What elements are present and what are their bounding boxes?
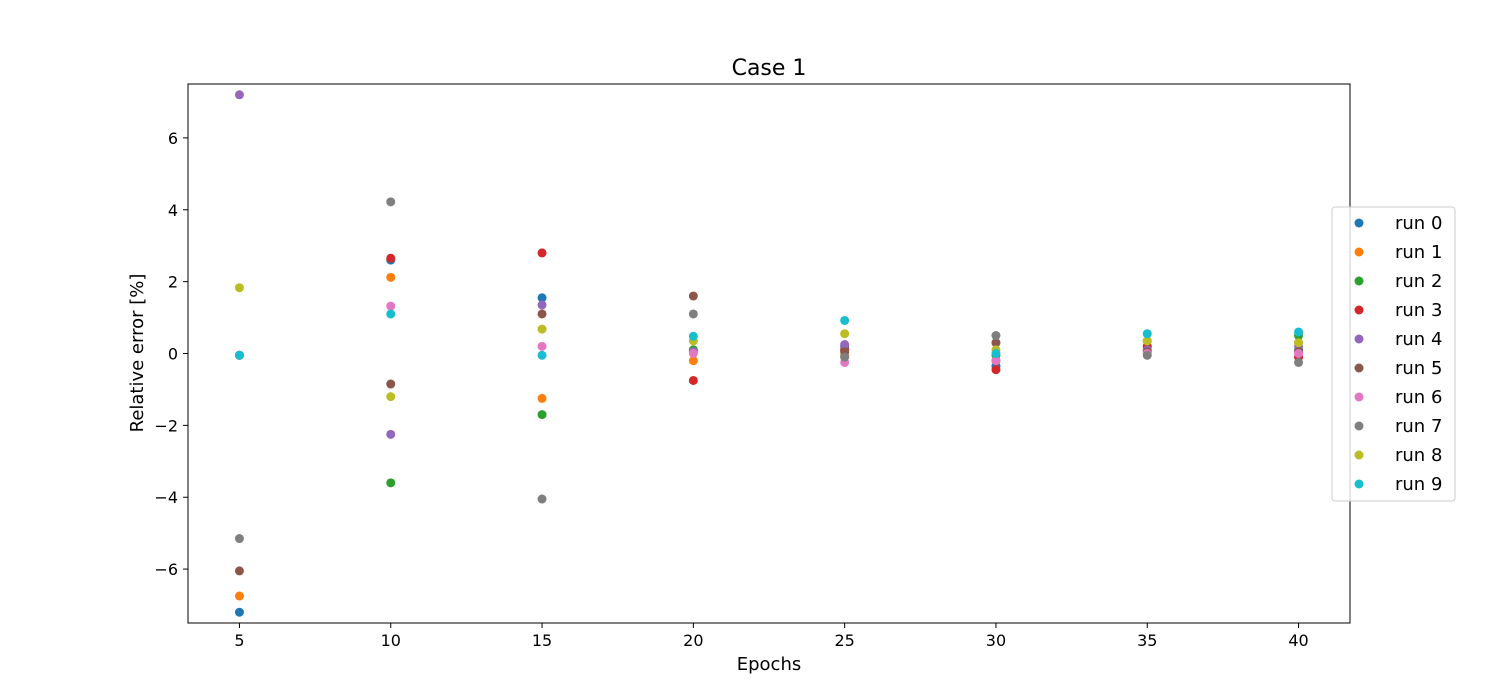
x-tick-label: 10	[381, 631, 401, 650]
x-axis: 5 10 15 20 25 30 35 40	[234, 623, 1309, 650]
legend-marker	[1354, 450, 1364, 460]
y-tick-label: 4	[168, 201, 178, 220]
data-point-run-0	[234, 607, 244, 617]
y-tick-label: 6	[168, 129, 178, 148]
y-tick-label: 0	[168, 345, 178, 364]
data-point-run-8	[1294, 338, 1304, 348]
y-axis: −6 −4 −2 0 2 4 6	[154, 129, 188, 579]
legend-label: run 2	[1395, 271, 1442, 292]
data-point-run-1	[386, 272, 396, 282]
data-point-run-6	[537, 341, 547, 351]
y-tick-label: −2	[154, 416, 178, 435]
data-point-run-4	[234, 90, 244, 100]
data-point-run-6	[386, 301, 396, 311]
data-point-run-1	[537, 393, 547, 403]
data-point-run-5	[688, 291, 698, 301]
chart-title: Case 1	[732, 56, 807, 81]
data-point-run-2	[386, 478, 396, 488]
data-point-run-3	[991, 365, 1001, 375]
x-tick-label: 15	[532, 631, 552, 650]
legend-marker	[1354, 479, 1364, 489]
legend-label: run 1	[1395, 242, 1442, 263]
data-point-run-9	[537, 350, 547, 360]
x-tick-label: 20	[683, 631, 703, 650]
x-tick-label: 30	[986, 631, 1006, 650]
legend-marker	[1354, 218, 1364, 228]
x-axis-label: Epochs	[737, 654, 802, 675]
data-point-run-8	[537, 324, 547, 334]
data-point-run-9	[688, 331, 698, 341]
data-point-run-9	[1142, 329, 1152, 339]
y-tick-label: −4	[154, 488, 178, 507]
data-point-run-6	[1294, 349, 1304, 358]
data-point-run-7	[1142, 350, 1152, 360]
legend-marker	[1354, 392, 1364, 402]
legend-label: run 3	[1395, 300, 1442, 321]
x-tick-label: 5	[234, 631, 244, 650]
data-point-run-9	[386, 309, 396, 319]
data-point-run-4	[386, 429, 396, 439]
legend-label: run 8	[1395, 445, 1442, 466]
legend-marker	[1354, 305, 1364, 315]
data-point-run-0	[537, 293, 547, 303]
data-point-run-1	[688, 356, 698, 366]
data-point-run-2	[537, 410, 547, 420]
data-point-run-1	[234, 591, 244, 601]
data-point-run-7	[840, 352, 850, 362]
legend-marker	[1354, 334, 1364, 344]
data-point-run-8	[234, 283, 244, 293]
data-point-run-3	[386, 253, 396, 263]
data-point-run-7	[991, 331, 1001, 341]
data-point-run-8	[1142, 336, 1152, 346]
data-point-run-5	[537, 309, 547, 319]
y-tick-label: 2	[168, 273, 178, 292]
data-point-run-7	[688, 309, 698, 319]
data-point-run-9	[1294, 327, 1304, 337]
legend-label: run 9	[1395, 474, 1442, 495]
data-point-run-9	[234, 350, 244, 360]
data-point-run-7	[234, 534, 244, 544]
data-point-run-3	[688, 375, 698, 385]
data-point-run-3	[537, 248, 547, 258]
data-point-run-7	[537, 494, 547, 504]
data-point-run-7	[1294, 357, 1304, 367]
data-point-run-8	[840, 329, 850, 339]
x-tick-label: 40	[1288, 631, 1308, 650]
y-axis-label: Relative error [%]	[127, 274, 148, 433]
legend-marker	[1354, 421, 1364, 431]
data-point-run-5	[991, 338, 1001, 348]
x-tick-label: 25	[834, 631, 854, 650]
legend-marker	[1354, 363, 1364, 373]
legend: run 0 run 1 run 2 run 3 run 4 run 5 run 6 run 7…	[1331, 206, 1456, 502]
data-point-run-6	[991, 356, 1001, 366]
legend-label: run 6	[1395, 387, 1442, 408]
data-point-run-5	[386, 379, 396, 389]
data-point-run-4	[537, 300, 547, 310]
legend-label: run 7	[1395, 416, 1442, 437]
data-point-run-7	[386, 197, 396, 207]
data-point-run-8	[386, 392, 396, 402]
legend-label: run 4	[1395, 329, 1442, 350]
data-point-run-9	[840, 315, 850, 325]
plot-area-frame	[187, 83, 1351, 624]
data-points	[234, 90, 1304, 617]
legend-marker	[1354, 247, 1364, 257]
x-tick-label: 35	[1137, 631, 1157, 650]
legend-label: run 5	[1395, 358, 1442, 379]
data-point-run-6	[688, 349, 698, 358]
data-point-run-9	[991, 349, 1001, 358]
y-tick-label: −6	[154, 560, 178, 579]
legend-marker	[1354, 276, 1364, 286]
data-point-run-5	[234, 566, 244, 576]
data-point-run-4	[840, 340, 850, 350]
legend-label: run 0	[1395, 213, 1442, 234]
